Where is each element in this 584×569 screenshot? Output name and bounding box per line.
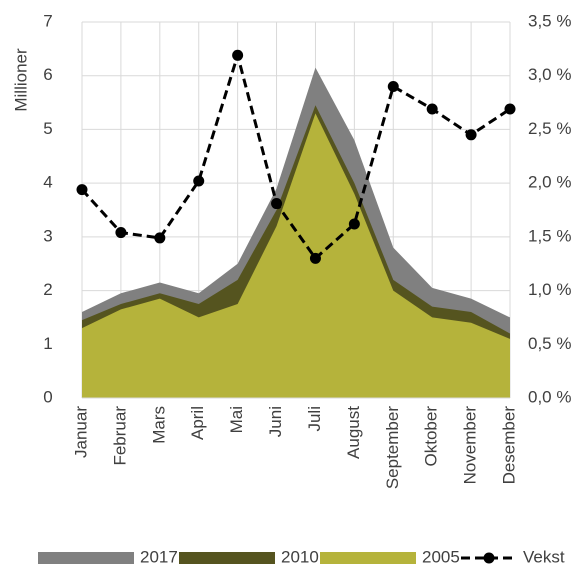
line-marker xyxy=(426,103,438,115)
line-marker xyxy=(154,232,166,244)
x-tick-label: Oktober xyxy=(422,406,441,467)
x-tick-label: Juli xyxy=(305,406,324,432)
line-marker xyxy=(387,80,399,92)
x-tick-label: April xyxy=(188,406,207,440)
x-tick-label: Juni xyxy=(266,406,285,437)
x-tick-label: November xyxy=(461,406,480,485)
y2-tick-label: 3,0 % xyxy=(528,65,571,84)
legend-swatch xyxy=(320,552,416,564)
y-axis-title: Millioner xyxy=(11,48,30,112)
x-tick-label: Januar xyxy=(71,406,90,458)
legend-label: 2005 xyxy=(422,547,460,566)
y-tick-label: 7 xyxy=(43,11,52,30)
x-tick-label: Mars xyxy=(149,406,168,444)
legend-marker xyxy=(483,552,495,564)
y2-tick-label: 0,0 % xyxy=(528,387,571,406)
y-tick-label: 2 xyxy=(43,280,52,299)
y-tick-label: 0 xyxy=(43,387,52,406)
line-marker xyxy=(348,218,360,230)
y-tick-label: 3 xyxy=(43,226,52,245)
y2-tick-label: 1,5 % xyxy=(528,226,571,245)
legend-swatch xyxy=(179,552,275,564)
y-tick-label: 5 xyxy=(43,119,52,138)
line-marker xyxy=(309,252,321,264)
line-marker xyxy=(76,184,88,196)
line-marker xyxy=(232,49,244,61)
line-marker xyxy=(115,227,127,239)
y2-tick-label: 0,5 % xyxy=(528,334,571,353)
x-tick-label: Desember xyxy=(499,406,518,485)
legend-label: 2010 xyxy=(281,547,319,566)
y2-tick-label: 2,5 % xyxy=(528,119,571,138)
legend-swatch xyxy=(38,552,134,564)
line-marker xyxy=(504,103,516,115)
x-tick-label: Mai xyxy=(227,406,246,433)
y2-tick-label: 2,0 % xyxy=(528,173,571,192)
area xyxy=(82,113,510,399)
line xyxy=(80,49,511,261)
legend-label: 2017 xyxy=(140,547,178,566)
line-marker xyxy=(193,175,205,187)
line-marker xyxy=(465,129,477,141)
y2-tick-label: 1,0 % xyxy=(528,280,571,299)
x-tick-label: Februar xyxy=(110,406,129,466)
x-tick-label: August xyxy=(344,406,363,459)
y-tick-label: 1 xyxy=(43,334,52,353)
x-tick-label: September xyxy=(383,406,402,489)
y-tick-label: 4 xyxy=(43,173,52,192)
y-tick-label: 6 xyxy=(43,65,52,84)
legend-label: Vekst xyxy=(523,547,565,566)
line-marker xyxy=(271,198,283,210)
y2-tick-label: 3,5 % xyxy=(528,11,571,30)
